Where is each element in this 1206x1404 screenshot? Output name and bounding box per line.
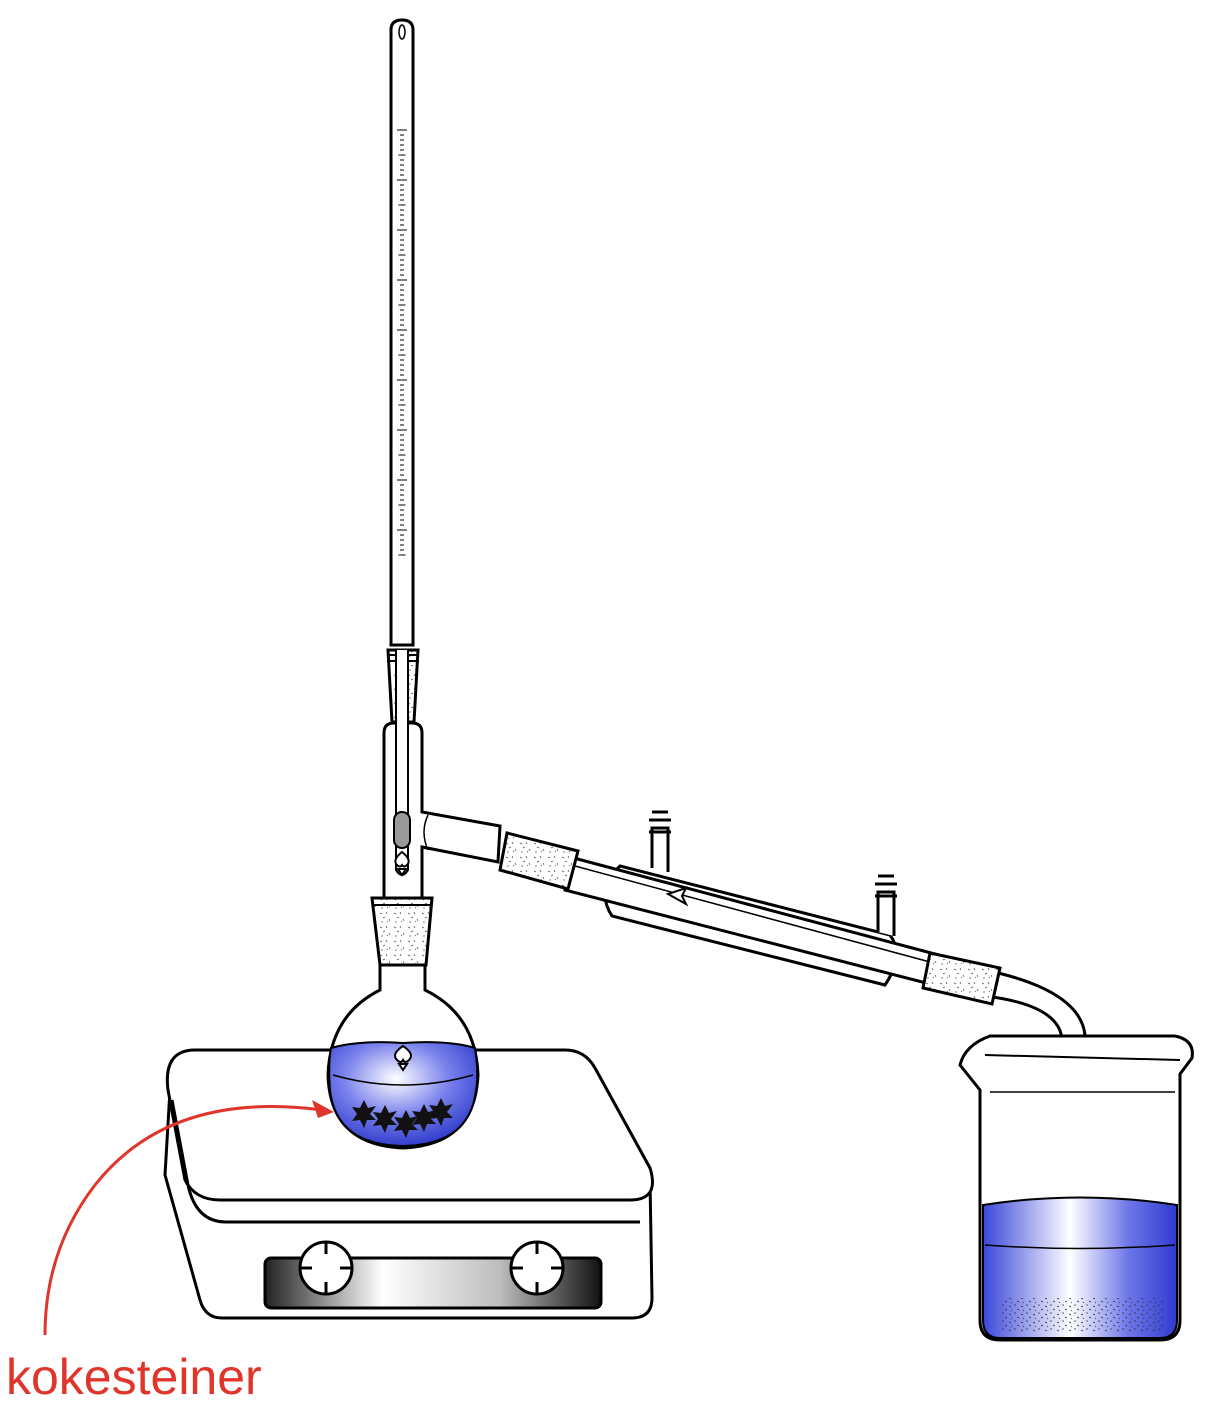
thermometer-scale bbox=[397, 129, 407, 556]
boiling-stones bbox=[352, 1098, 453, 1138]
callout-label: kokesteiner bbox=[6, 1349, 262, 1404]
thermometer bbox=[389, 18, 415, 877]
condenser-symbol bbox=[665, 886, 689, 907]
adapter-ground-joint bbox=[921, 951, 1002, 1006]
thermometer-symbol bbox=[394, 850, 410, 877]
receiving-beaker bbox=[958, 1034, 1194, 1342]
callout-arrow bbox=[43, 1105, 323, 1336]
water-inlet-nozzle bbox=[649, 810, 671, 872]
thermometer-bulb bbox=[393, 811, 411, 849]
liebig-condenser bbox=[563, 810, 937, 987]
flask-ground-joint bbox=[370, 896, 434, 967]
boiling-stones-callout: kokesteiner bbox=[6, 1100, 334, 1404]
stirring-knob[interactable] bbox=[509, 1240, 565, 1296]
callout-arrowhead bbox=[312, 1100, 334, 1118]
flask-symbol bbox=[394, 1044, 412, 1072]
distillation-head bbox=[382, 721, 502, 900]
temperature-knob[interactable] bbox=[298, 1240, 354, 1296]
hot-plate bbox=[163, 1048, 654, 1320]
round-bottom-flask bbox=[326, 958, 480, 1150]
water-outlet-nozzle bbox=[875, 874, 897, 936]
beaker-sediment bbox=[1000, 1298, 1165, 1332]
condenser-ground-joint bbox=[498, 831, 580, 891]
